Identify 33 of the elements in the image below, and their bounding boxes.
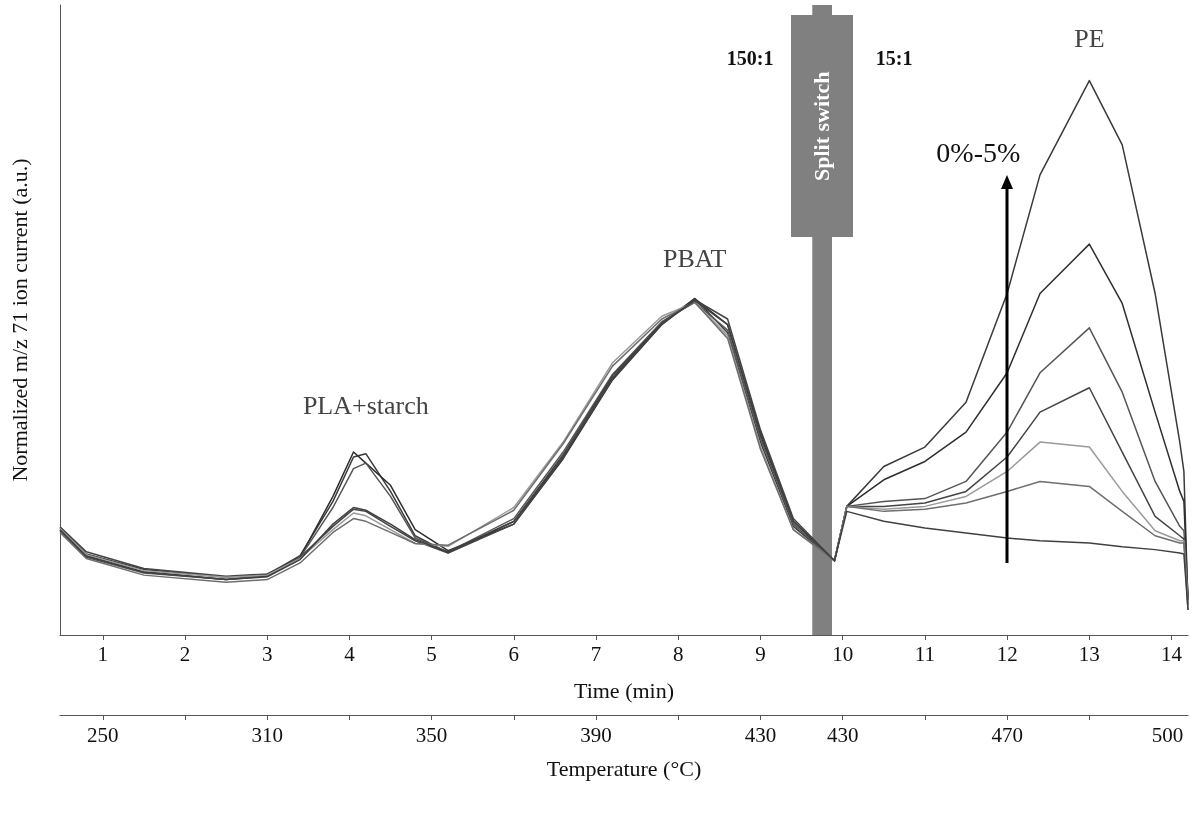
x-tick-label: 5 xyxy=(426,641,437,666)
text: 250 xyxy=(87,723,119,747)
annotation: 0%-5% xyxy=(936,136,1021,168)
text: 350 xyxy=(415,723,448,747)
x-tick-label: 10 xyxy=(832,641,854,666)
x-axis-title: Time (min) xyxy=(573,677,675,703)
text: 470 xyxy=(991,723,1023,747)
x-tick-label: 14 xyxy=(1161,641,1183,666)
x-tick-label: 8 xyxy=(673,641,684,666)
label-box: Split switch xyxy=(791,15,854,237)
x-tick-label: 6 xyxy=(508,641,520,666)
x-tick-label: 4 xyxy=(344,641,356,666)
x-tick-label: 13 xyxy=(1078,641,1100,666)
text: 150:1 xyxy=(726,47,774,69)
text: 430 xyxy=(826,723,859,747)
x-tick-label: 1 xyxy=(97,641,108,666)
x-tick-label: 7 xyxy=(590,641,602,666)
annotation: PE xyxy=(1074,24,1105,54)
x-tick-label: 11 xyxy=(914,641,936,666)
text: 500 xyxy=(1151,723,1184,747)
text: 15:1 xyxy=(875,47,913,69)
text: 390 xyxy=(580,723,612,747)
x-tick-label: 3 xyxy=(261,641,273,666)
text: 310 xyxy=(251,723,283,747)
x-tick-label: 9 xyxy=(755,641,766,666)
text: 430 xyxy=(744,723,777,747)
y-axis-title: Normalized m/z 71 ion current (a.u.) xyxy=(6,158,32,482)
annotation: PBAT xyxy=(662,243,727,273)
x2-axis-title: Temperature (°C) xyxy=(546,755,702,781)
annotation: PLA+starch xyxy=(302,391,429,421)
x-tick-label: 2 xyxy=(179,641,191,666)
x-tick-label: 12 xyxy=(996,641,1018,666)
band-label: Split switch xyxy=(809,71,836,181)
